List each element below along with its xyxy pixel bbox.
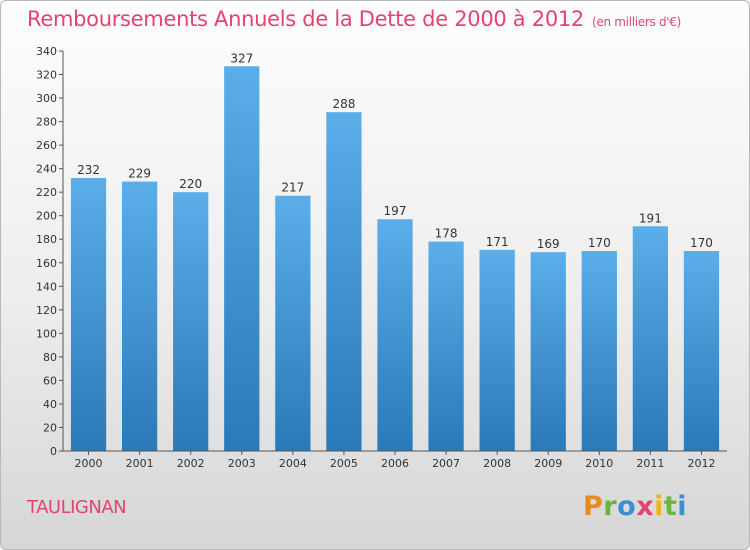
value-label: 197 xyxy=(384,204,407,218)
bar xyxy=(479,249,515,451)
brand-letter: P xyxy=(583,491,604,522)
bar xyxy=(224,66,260,451)
value-label: 170 xyxy=(690,236,713,250)
bar xyxy=(428,241,464,451)
y-tick-label: 180 xyxy=(36,233,57,246)
brand-letter: t xyxy=(663,491,678,522)
bar xyxy=(377,219,413,451)
x-tick-label: 2000 xyxy=(75,457,103,470)
y-tick-label: 20 xyxy=(43,421,57,434)
y-tick-label: 0 xyxy=(50,445,57,458)
y-tick-label: 80 xyxy=(43,351,57,364)
brand-logo: Proxiti xyxy=(583,491,687,522)
y-tick-label: 160 xyxy=(36,257,57,270)
x-tick-label: 2004 xyxy=(279,457,307,470)
brand-letter: i xyxy=(654,491,664,522)
value-label: 170 xyxy=(588,236,611,250)
value-label: 217 xyxy=(281,181,304,195)
x-tick-label: 2001 xyxy=(126,457,154,470)
x-tick-label: 2005 xyxy=(330,457,358,470)
place-label: TAULIGNAN xyxy=(27,497,127,518)
bar xyxy=(581,251,617,451)
bar xyxy=(326,112,362,452)
y-tick-label: 120 xyxy=(36,304,57,317)
y-tick-label: 240 xyxy=(36,163,57,176)
value-label: 288 xyxy=(332,97,355,111)
brand-letter: r xyxy=(603,491,618,522)
y-tick-label: 340 xyxy=(36,45,57,58)
value-label: 171 xyxy=(486,235,509,249)
x-tick-label: 2011 xyxy=(636,457,664,470)
bar xyxy=(632,226,669,451)
value-label: 169 xyxy=(537,237,560,251)
bar xyxy=(173,192,209,452)
y-tick-label: 100 xyxy=(36,327,57,340)
brand-letter: o xyxy=(617,491,637,522)
x-tick-label: 2007 xyxy=(432,457,460,470)
y-tick-label: 40 xyxy=(43,398,57,411)
bar xyxy=(70,178,107,451)
unit-label: (en milliers d'€) xyxy=(592,15,682,29)
title-text: Remboursements Annuels de la Dette de 20… xyxy=(27,7,584,31)
x-tick-label: 2009 xyxy=(534,457,562,470)
y-tick-label: 60 xyxy=(43,374,57,387)
value-label: 191 xyxy=(639,211,662,225)
value-label: 178 xyxy=(435,227,458,241)
y-tick-label: 140 xyxy=(36,280,57,293)
y-tick-label: 220 xyxy=(36,186,57,199)
brand-letter: x xyxy=(636,491,655,522)
value-label: 232 xyxy=(77,163,100,177)
bar xyxy=(275,195,311,451)
bar xyxy=(121,181,158,451)
value-label: 220 xyxy=(179,177,202,191)
y-tick-label: 320 xyxy=(36,69,57,82)
y-tick-label: 300 xyxy=(36,92,57,105)
x-tick-label: 2008 xyxy=(483,457,511,470)
y-tick-label: 200 xyxy=(36,210,57,223)
axes-group: 0 20 40 60 80 100 120 140 160 180 200 220 240 260 280 3… xyxy=(36,45,727,470)
chart-title: Remboursements Annuels de la Dette de 20… xyxy=(27,7,681,31)
x-tick-label: 2006 xyxy=(381,457,409,470)
x-tick-label: 2012 xyxy=(687,457,715,470)
x-tick-label: 2003 xyxy=(228,457,256,470)
bars-group: 232 229 220 327 217 288 197 178 171 169 170 191 170 xyxy=(70,51,720,452)
value-label: 229 xyxy=(128,167,151,181)
x-tick-label: 2010 xyxy=(585,457,613,470)
bar xyxy=(530,252,566,451)
y-tick-label: 280 xyxy=(36,116,57,129)
x-tick-label: 2002 xyxy=(177,457,205,470)
value-label: 327 xyxy=(230,51,253,65)
bar xyxy=(683,251,720,451)
y-tick-label: 260 xyxy=(36,139,57,152)
brand-letter: i xyxy=(677,491,688,522)
